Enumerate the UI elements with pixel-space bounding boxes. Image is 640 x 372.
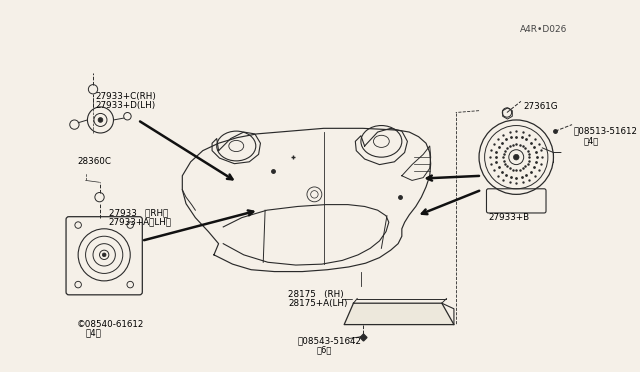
Text: Ⓝ08513-51612: Ⓝ08513-51612 xyxy=(574,126,638,136)
Text: A4R•D026: A4R•D026 xyxy=(520,25,568,34)
Text: 28360C: 28360C xyxy=(77,157,111,166)
Text: 28175   (RH): 28175 (RH) xyxy=(289,290,344,299)
Text: （6）: （6） xyxy=(316,345,332,354)
Text: 27933+A＜LH＞: 27933+A＜LH＞ xyxy=(109,217,172,226)
Circle shape xyxy=(102,253,106,257)
Text: 27933+D(LH): 27933+D(LH) xyxy=(96,100,156,110)
Text: 27933   ＜RH＞: 27933 ＜RH＞ xyxy=(109,208,168,218)
Text: 28175+A(LH): 28175+A(LH) xyxy=(289,299,348,308)
Polygon shape xyxy=(223,205,389,265)
Text: （4）: （4） xyxy=(583,136,598,145)
Text: 27933+B: 27933+B xyxy=(488,213,529,222)
Polygon shape xyxy=(344,303,454,325)
Text: （4）: （4） xyxy=(86,328,102,337)
Text: 27361G: 27361G xyxy=(524,102,558,110)
Circle shape xyxy=(98,118,103,122)
Text: Ⓝ08543-51642: Ⓝ08543-51642 xyxy=(298,336,362,345)
Text: ©08540-61612: ©08540-61612 xyxy=(76,320,143,329)
Circle shape xyxy=(513,154,519,160)
Text: 27933+C(RH): 27933+C(RH) xyxy=(96,92,157,101)
